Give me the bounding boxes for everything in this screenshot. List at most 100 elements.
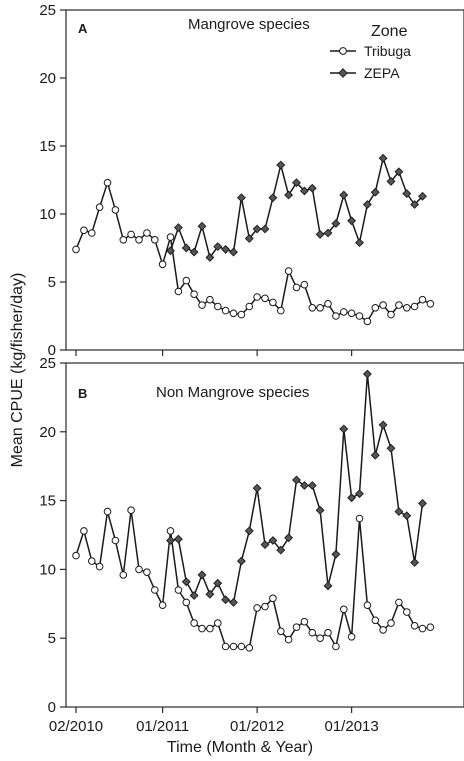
panel-b-zepa-point xyxy=(284,533,294,543)
panel-a-tribuga-point xyxy=(103,178,112,187)
panel-b-tribuga-point xyxy=(269,594,277,603)
panel-a-tribuga-point xyxy=(316,304,324,312)
panel-b-zepa-point xyxy=(221,595,231,605)
panel-a-tribuga-point xyxy=(206,295,214,304)
panel-b-tribuga-point xyxy=(379,626,387,634)
panel-b-tribuga-point xyxy=(119,571,128,579)
panel-b-tribuga-point xyxy=(206,624,214,633)
panel-b-tribuga-point xyxy=(403,608,411,616)
legend-marker-tribuga xyxy=(339,47,347,55)
panel-a-zepa-point xyxy=(347,216,357,226)
panel-a-tribuga-point xyxy=(190,290,198,299)
panel-b-tribuga-line xyxy=(75,509,431,649)
panel-b-tribuga-point xyxy=(387,619,395,627)
panel-a-tribuga-point xyxy=(292,283,301,292)
panel-a-frame xyxy=(65,9,464,351)
panel-b-tribuga-point xyxy=(284,635,293,644)
panel-a-tribuga-point xyxy=(284,267,293,275)
panel-b-zepa-point xyxy=(418,498,427,508)
panel-a-zepa-point xyxy=(252,224,262,234)
panel-a-y-tick-label: 15 xyxy=(39,138,56,155)
panel-a-zepa-point xyxy=(284,190,294,200)
panel-b-tribuga-point xyxy=(347,633,356,641)
panel-b-zepa-point xyxy=(378,420,388,430)
panel-b: B Non Mangrove species 0 5 10 15 20 25 02/2010… xyxy=(39,355,464,735)
panel-a-tribuga-point xyxy=(158,260,167,269)
panel-b-tribuga-point xyxy=(426,623,435,632)
panel-a-tribuga-point xyxy=(111,206,120,214)
panel-b-tribuga-point xyxy=(88,557,96,565)
panel-a-tribuga-point xyxy=(403,304,411,312)
panel-a-zepa-point xyxy=(181,243,191,253)
panel-a-zepa-point xyxy=(307,183,317,193)
panel-b-tribuga-point xyxy=(363,601,372,610)
panel-a-tribuga-point xyxy=(72,245,80,254)
panel-b-tribuga-point xyxy=(229,642,238,651)
panel-a-tribuga-point xyxy=(324,300,332,308)
panel-a: A Mangrove species 0 5 10 15 20 25 Zone Tribu… xyxy=(39,2,464,359)
panel-a-tribuga-point xyxy=(198,301,206,309)
panel-b-zepa-point xyxy=(370,450,380,460)
panel-b-tribuga-point xyxy=(277,627,285,636)
panel-a-tribuga-point xyxy=(135,236,143,244)
panel-b-y-tick-label: 20 xyxy=(39,424,56,441)
panel-a-zepa-point xyxy=(410,200,420,209)
panel-a-zepa-line xyxy=(169,157,424,259)
panel-a-axes: 0 5 10 15 20 25 xyxy=(39,2,353,359)
legend-label-tribuga: Tribuga xyxy=(364,43,411,59)
panel-a-zepa-point xyxy=(339,190,349,200)
panel-b-y-tick-label: 15 xyxy=(39,493,56,510)
panel-b-tribuga-point xyxy=(308,628,317,637)
panel-a-tribuga-point xyxy=(221,306,230,315)
panel-a-tribuga-point xyxy=(426,300,435,308)
panel-b-letter: B xyxy=(78,386,87,401)
panel-b-tribuga-point xyxy=(143,568,151,577)
panel-a-zepa-point xyxy=(394,167,404,177)
panel-b-zepa-point xyxy=(331,549,341,559)
panel-b-tribuga-point xyxy=(214,619,222,627)
panel-b-zepa-point xyxy=(213,578,223,588)
panel-b-tribuga-point xyxy=(237,642,246,651)
panel-a-tribuga-point xyxy=(347,309,356,318)
panel-b-zepa-point xyxy=(181,577,191,587)
panel-a-letter: A xyxy=(78,21,88,36)
panel-b-zepa-point xyxy=(386,443,396,453)
panel-a-tribuga-point xyxy=(355,312,364,320)
panel-a-zepa-point xyxy=(221,244,231,254)
panel-b-zepa-point xyxy=(268,536,278,545)
panel-a-tribuga-point xyxy=(332,312,340,320)
panel-a-zepa-point xyxy=(418,191,427,201)
panel-b-title: Non Mangrove species xyxy=(156,384,309,401)
panel-a-zepa-point xyxy=(315,229,325,239)
panel-b-tribuga-point xyxy=(332,642,340,651)
panel-b-tribuga-point xyxy=(221,642,230,651)
panel-a-tribuga-point xyxy=(387,310,395,319)
panel-a-tribuga-point xyxy=(229,309,238,318)
panel-a-tribuga-point xyxy=(371,304,380,312)
panel-b-tribuga-point xyxy=(418,624,427,633)
panel-a-zepa-point xyxy=(268,193,278,203)
panel-b-y-tick-label: 25 xyxy=(39,355,56,372)
panel-a-tribuga-point xyxy=(379,301,387,309)
panel-b-zepa-point xyxy=(205,589,215,599)
panel-b-tribuga-point xyxy=(245,644,254,652)
panel-a-zepa-point xyxy=(166,246,175,256)
panel-b-tribuga-point xyxy=(158,601,167,610)
panel-b-tribuga-point xyxy=(135,565,143,574)
panel-a-tribuga-point xyxy=(151,236,159,244)
panel-a-y-tick-label: 10 xyxy=(39,206,56,223)
panel-b-tribuga-point xyxy=(151,586,159,594)
panel-a-y-tick-label: 0 xyxy=(48,342,56,359)
panel-a-tribuga-point xyxy=(418,295,427,304)
panel-b-zepa-point xyxy=(197,570,207,580)
panel-a-tribuga-point xyxy=(143,229,151,237)
panel-b-zepa-point xyxy=(236,556,246,566)
panel-a-zepa-point xyxy=(378,153,388,163)
panel-b-zepa-point xyxy=(229,597,238,607)
panel-a-tribuga-point xyxy=(363,317,372,326)
panel-b-y-tick-label: 10 xyxy=(39,561,56,578)
panel-a-tribuga-point xyxy=(277,306,285,315)
panel-b-frame xyxy=(65,362,464,708)
panel-a-tribuga-point xyxy=(214,302,222,311)
panel-a-zepa-point xyxy=(362,200,372,209)
